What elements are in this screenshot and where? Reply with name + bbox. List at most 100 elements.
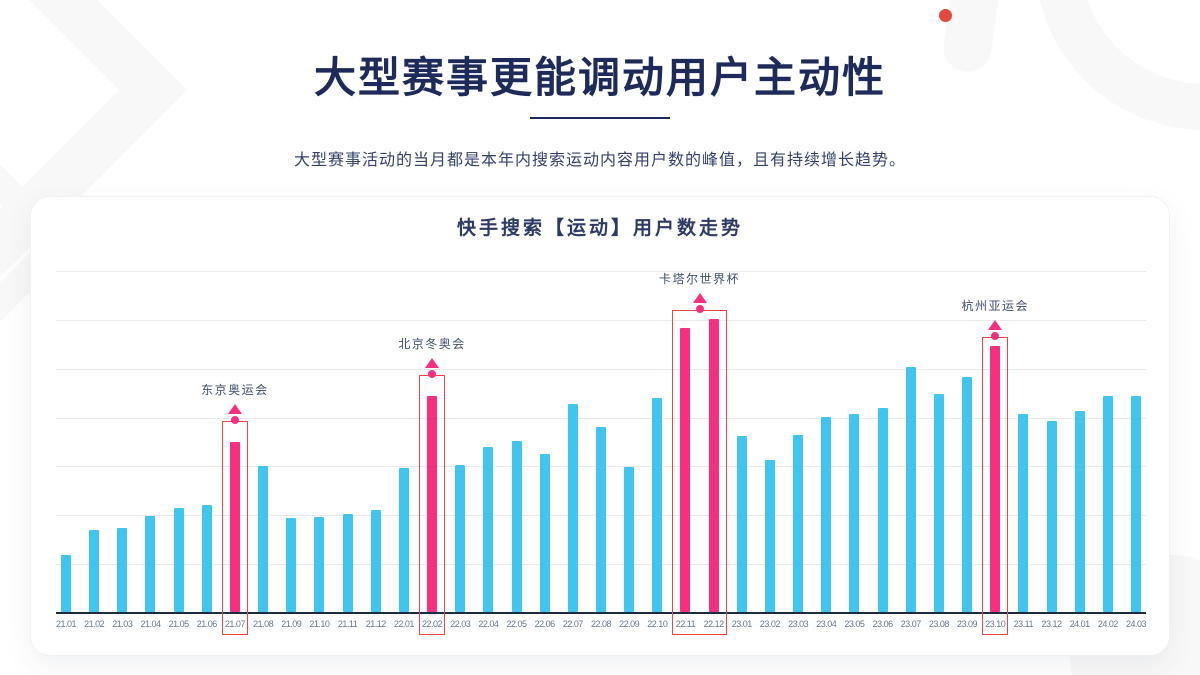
title-underline: [530, 117, 670, 119]
x-tick-label: 22.11: [675, 619, 696, 629]
x-tick-label: 23.12: [1041, 619, 1063, 629]
bar: [821, 417, 832, 612]
bar: [624, 466, 635, 612]
x-tick-label: 21.01: [55, 619, 77, 629]
bar: [173, 507, 184, 612]
bar: [1131, 396, 1141, 612]
bar: [764, 460, 775, 612]
annotation-label: 卡塔尔世界杯: [659, 272, 741, 287]
bar: [511, 441, 522, 612]
x-tick-label: 23.03: [788, 619, 809, 629]
chart-card: 快手搜索【运动】用户数走势 21.01 21.02 21.03 21.04 21.05 2…: [30, 196, 1170, 656]
event-marker-icon: [987, 320, 1003, 341]
event-marker-icon: [692, 293, 708, 314]
event-marker-icon: [227, 403, 243, 424]
gridline: [56, 271, 1146, 272]
bar-chart: 21.01 21.02 21.03 21.04 21.05 21.06 21.07 21.08…: [56, 271, 1147, 635]
bar: [455, 464, 466, 612]
bar-highlighted: [708, 319, 719, 612]
bar: [89, 529, 100, 612]
bar: [877, 408, 888, 612]
x-tick-label: 22.12: [703, 619, 725, 629]
bar: [117, 527, 128, 612]
x-tick-label: 21.07: [224, 619, 246, 629]
highlight-box: [419, 375, 446, 635]
x-tick-label: 23.11: [1013, 619, 1034, 629]
bar: [370, 509, 381, 612]
x-tick-label: 23.01: [731, 619, 753, 629]
bar: [1046, 420, 1057, 612]
x-tick-label: 21.06: [196, 619, 218, 629]
annotation-label: 杭州亚运会: [961, 299, 1029, 314]
bar: [933, 394, 944, 612]
x-tick-label: 22.07: [562, 619, 584, 629]
bar: [258, 465, 269, 612]
x-tick-label: 21.10: [309, 619, 330, 629]
bar: [314, 517, 325, 612]
highlight-box: [982, 337, 1009, 635]
x-tick-label: 21.12: [365, 619, 387, 629]
x-tick-label: 22.05: [506, 619, 528, 629]
chart-title: 快手搜索【运动】用户数走势: [456, 218, 743, 239]
x-tick-label: 23.10: [985, 619, 1006, 629]
x-tick-label: 23.09: [957, 619, 978, 629]
x-tick-label: 22.09: [619, 619, 640, 629]
page-title: 大型赛事更能调动用户主动性: [313, 54, 886, 101]
x-tick-label: 21.11: [337, 619, 358, 629]
bar: [286, 518, 297, 612]
x-tick-label: 23.06: [872, 619, 894, 629]
x-tick-label: 21.05: [168, 619, 190, 629]
bar-highlighted: [990, 346, 1001, 612]
x-tick-label: 22.10: [647, 619, 668, 629]
bar: [483, 446, 494, 612]
x-tick-label: 22.01: [393, 619, 415, 629]
page-subtitle: 大型赛事活动的当月都是本年内搜索运动内容用户数的峰值，且有持续增长趋势。: [293, 152, 906, 169]
highlight-box: [672, 310, 727, 635]
x-tick-label: 23.05: [844, 619, 865, 629]
bar: [1074, 411, 1085, 612]
x-tick-label: 22.02: [422, 619, 443, 629]
bar: [201, 505, 212, 612]
x-tick-label: 23.04: [816, 619, 837, 629]
x-tick-label: 24.01: [1069, 619, 1091, 629]
x-tick-label: 21.09: [281, 619, 302, 629]
x-tick-label: 21.03: [112, 619, 133, 629]
bar: [1102, 396, 1113, 612]
event-marker-icon: [424, 358, 440, 379]
x-tick-label: 22.08: [590, 619, 612, 629]
bar: [342, 514, 353, 612]
x-tick-label: 22.04: [478, 619, 499, 629]
bar: [567, 404, 578, 612]
bar-highlighted: [229, 441, 240, 612]
x-tick-label: 23.07: [900, 619, 922, 629]
bar: [736, 436, 747, 612]
red-dot-decor: [939, 9, 952, 22]
bar: [962, 377, 973, 612]
bar: [539, 454, 550, 612]
x-tick-label: 23.08: [928, 619, 950, 629]
bar: [849, 414, 860, 612]
bar-highlighted: [680, 328, 691, 612]
gridline: [56, 319, 1146, 321]
bar: [652, 398, 663, 612]
bar: [145, 516, 156, 612]
bar-highlighted: [427, 396, 438, 612]
bar: [596, 427, 606, 612]
bar: [61, 554, 71, 612]
x-tick-label: 21.08: [253, 619, 274, 629]
highlight-box: [221, 420, 248, 635]
bar: [905, 367, 916, 612]
x-tick-label: 24.03: [1125, 619, 1147, 629]
x-axis-line: [56, 612, 1146, 614]
x-tick-label: 21.02: [84, 619, 105, 629]
x-tick-label: 21.04: [140, 619, 161, 629]
x-tick-label: 22.03: [450, 619, 471, 629]
gridline: [56, 417, 1146, 419]
bar: [793, 435, 804, 612]
x-tick-label: 22.06: [534, 619, 556, 629]
annotation-label: 北京冬奥会: [398, 337, 466, 352]
gridline: [56, 368, 1146, 370]
bar: [398, 468, 409, 612]
bar: [1018, 414, 1029, 612]
